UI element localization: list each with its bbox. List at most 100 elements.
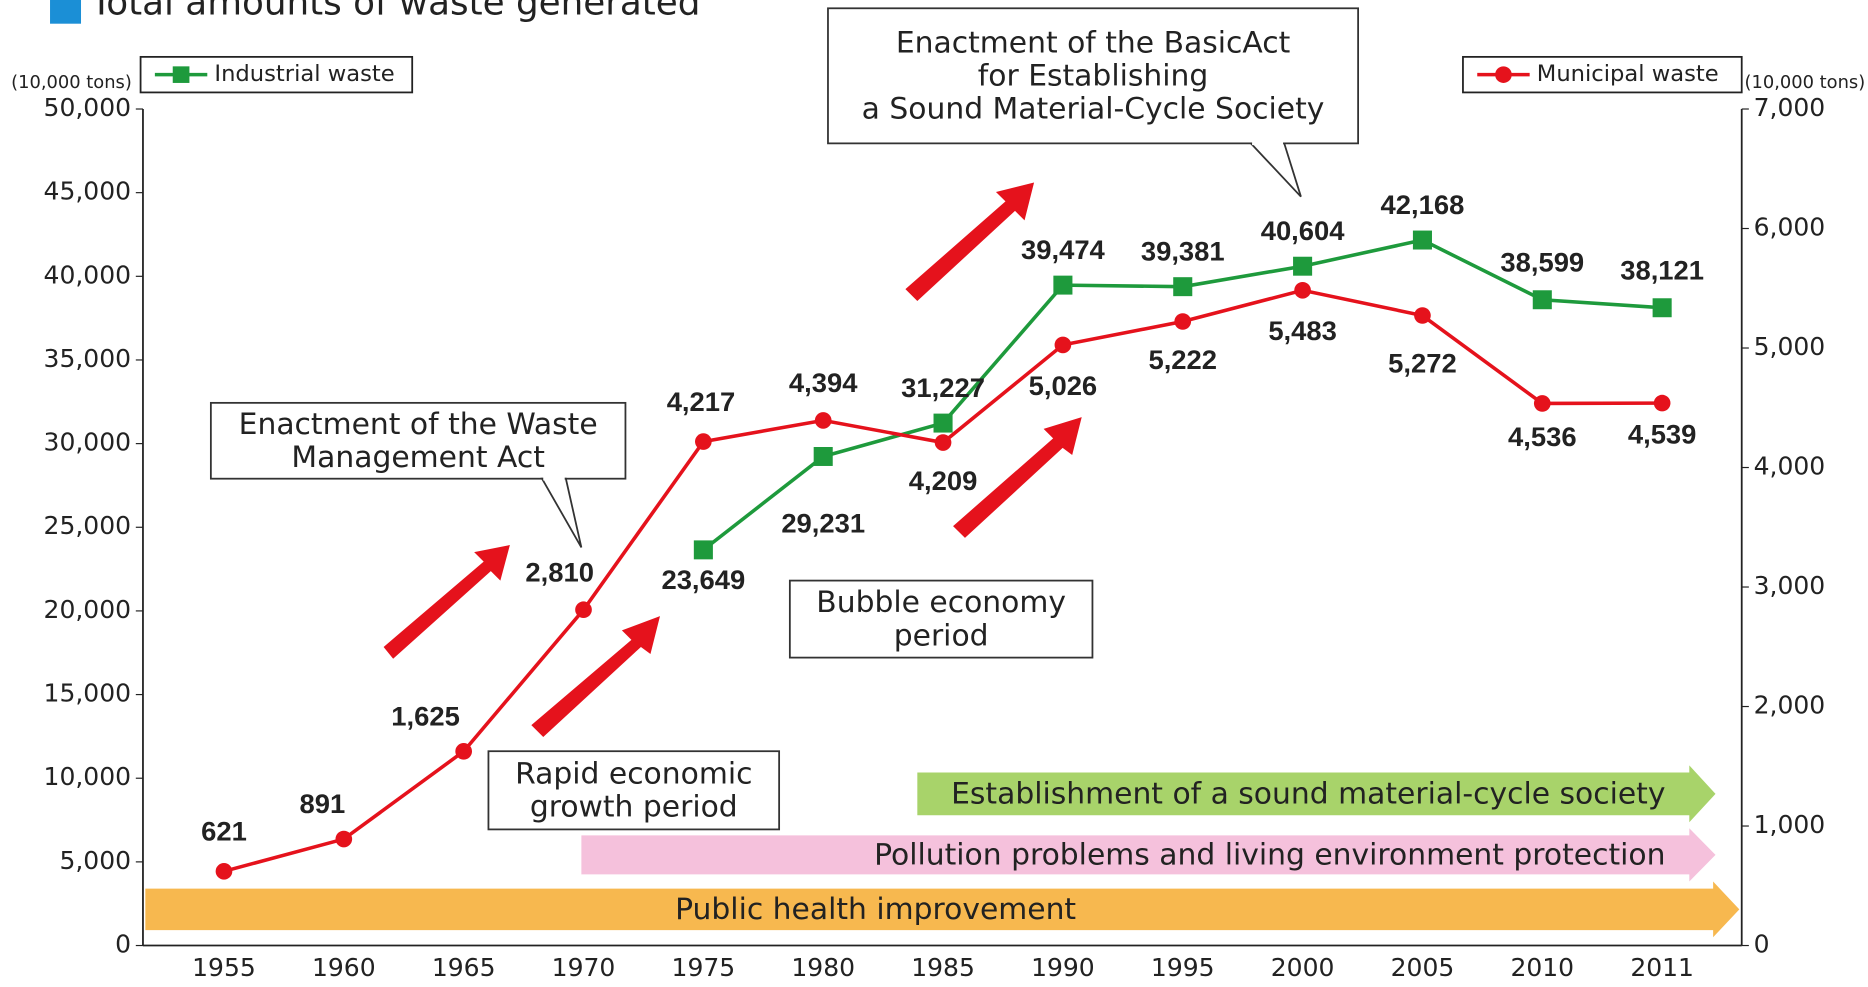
point-marker bbox=[1053, 275, 1073, 295]
y2-axis-label: (10,000 tons) bbox=[1745, 72, 1866, 93]
period-band bbox=[581, 828, 1716, 882]
y-tick-label: 35,000 bbox=[44, 344, 132, 373]
x-tick-label: 2000 bbox=[1271, 953, 1335, 982]
data-label: 5,222 bbox=[1148, 344, 1217, 375]
y-tick-label: 15,000 bbox=[44, 679, 132, 708]
point-marker bbox=[1652, 298, 1672, 318]
trend-arrow bbox=[905, 182, 1035, 301]
data-label: 2,810 bbox=[525, 556, 594, 587]
y2-tick-label: 3,000 bbox=[1754, 571, 1826, 600]
x-tick-label: 1995 bbox=[1151, 953, 1215, 982]
y-tick-label: 40,000 bbox=[44, 260, 132, 289]
point-marker bbox=[1412, 230, 1432, 250]
point-marker bbox=[693, 540, 713, 560]
chart-title: Total amounts of waste generated bbox=[90, 0, 701, 24]
data-label: 38,121 bbox=[1620, 254, 1704, 285]
x-tick-label: 1955 bbox=[192, 953, 256, 982]
point-marker bbox=[1173, 277, 1193, 297]
legend-label: Municipal waste bbox=[1537, 61, 1719, 87]
annotation-text: for Establishing bbox=[978, 59, 1208, 94]
y-tick-label: 20,000 bbox=[44, 595, 132, 624]
annotation-pointer bbox=[1248, 142, 1302, 198]
data-label: 29,231 bbox=[781, 507, 865, 538]
data-label: 4,536 bbox=[1508, 421, 1577, 452]
y-axis-label: (10,000 tons) bbox=[11, 72, 132, 93]
x-tick-label: 1980 bbox=[791, 953, 855, 982]
y-tick-label: 0 bbox=[115, 930, 131, 959]
x-tick-label: 1990 bbox=[1031, 953, 1095, 982]
y2-tick-label: 6,000 bbox=[1754, 213, 1826, 242]
legend-marker bbox=[1495, 66, 1512, 83]
data-label: 40,604 bbox=[1261, 215, 1346, 246]
data-label: 5,272 bbox=[1388, 348, 1457, 379]
data-label: 4,209 bbox=[909, 465, 978, 496]
annotation-text: period bbox=[894, 618, 989, 653]
point-marker bbox=[575, 601, 592, 619]
period-label: Pollution problems and living environmen… bbox=[874, 838, 1665, 873]
period-label: Public health improvement bbox=[675, 892, 1076, 927]
x-tick-label: 1960 bbox=[312, 953, 376, 982]
legend-marker bbox=[172, 66, 190, 83]
data-label: 5,483 bbox=[1268, 315, 1337, 346]
x-tick-label: 1970 bbox=[552, 953, 616, 982]
y2-tick-label: 5,000 bbox=[1754, 332, 1826, 361]
period-label: Establishment of a sound material-cycle … bbox=[951, 777, 1665, 812]
point-marker bbox=[1293, 256, 1313, 276]
y2-tick-label: 7,000 bbox=[1754, 93, 1826, 122]
annotation-text: Bubble economy bbox=[816, 585, 1066, 620]
point-marker bbox=[695, 433, 712, 450]
point-marker bbox=[1414, 307, 1431, 324]
point-marker bbox=[1653, 394, 1671, 412]
data-label: 1,625 bbox=[391, 700, 460, 731]
y-tick-label: 50,000 bbox=[44, 93, 132, 122]
point-marker bbox=[455, 743, 473, 760]
annotation-text: Enactment of the BasicAct bbox=[896, 25, 1290, 60]
x-tick-label: 1965 bbox=[432, 953, 496, 982]
point-marker bbox=[1532, 290, 1552, 310]
legend-label: Industrial waste bbox=[214, 61, 394, 87]
annotation-box bbox=[487, 750, 781, 831]
data-label: 39,474 bbox=[1021, 234, 1106, 265]
data-label: 891 bbox=[300, 788, 346, 819]
point-marker bbox=[1294, 282, 1311, 299]
point-marker bbox=[813, 447, 833, 466]
data-label: 4,394 bbox=[789, 367, 858, 398]
data-label: 39,381 bbox=[1141, 236, 1225, 267]
y-tick-label: 10,000 bbox=[44, 762, 132, 791]
x-tick-label: 2010 bbox=[1510, 953, 1574, 982]
data-label: 621 bbox=[201, 816, 247, 847]
y2-tick-label: 1,000 bbox=[1754, 810, 1826, 839]
trend-arrow bbox=[383, 545, 510, 659]
annotation-box bbox=[788, 579, 1094, 659]
data-label: 4,217 bbox=[667, 386, 736, 417]
point-marker bbox=[934, 434, 952, 451]
annotation-box bbox=[827, 7, 1360, 145]
data-label: 42,168 bbox=[1381, 189, 1465, 220]
point-marker bbox=[215, 863, 233, 880]
x-tick-label: 1975 bbox=[672, 953, 736, 982]
trend-arrows bbox=[383, 182, 1082, 737]
annotation-text: Management Act bbox=[291, 440, 544, 475]
period-band bbox=[145, 881, 1740, 938]
data-label: 38,599 bbox=[1500, 246, 1584, 277]
point-marker bbox=[1174, 313, 1192, 330]
point-marker bbox=[1054, 336, 1072, 354]
y2-tick-label: 2,000 bbox=[1754, 691, 1826, 720]
annotation-pointer bbox=[540, 477, 583, 548]
title-icon bbox=[50, 0, 82, 24]
data-label: 31,227 bbox=[901, 372, 985, 403]
point-marker bbox=[335, 830, 353, 848]
point-marker bbox=[1533, 395, 1551, 412]
y2-tick-label: 0 bbox=[1754, 930, 1770, 959]
annotation-text: growth period bbox=[530, 790, 738, 825]
annotation-box bbox=[209, 401, 627, 480]
y-tick-label: 5,000 bbox=[59, 846, 131, 875]
trend-arrow bbox=[531, 616, 660, 737]
x-tick-label: 2011 bbox=[1630, 953, 1694, 982]
data-label: 4,539 bbox=[1628, 419, 1697, 450]
x-tick-label: 1985 bbox=[911, 953, 975, 982]
annotation-text: a Sound Material-Cycle Society bbox=[862, 92, 1325, 127]
y2-tick-label: 4,000 bbox=[1754, 452, 1826, 481]
